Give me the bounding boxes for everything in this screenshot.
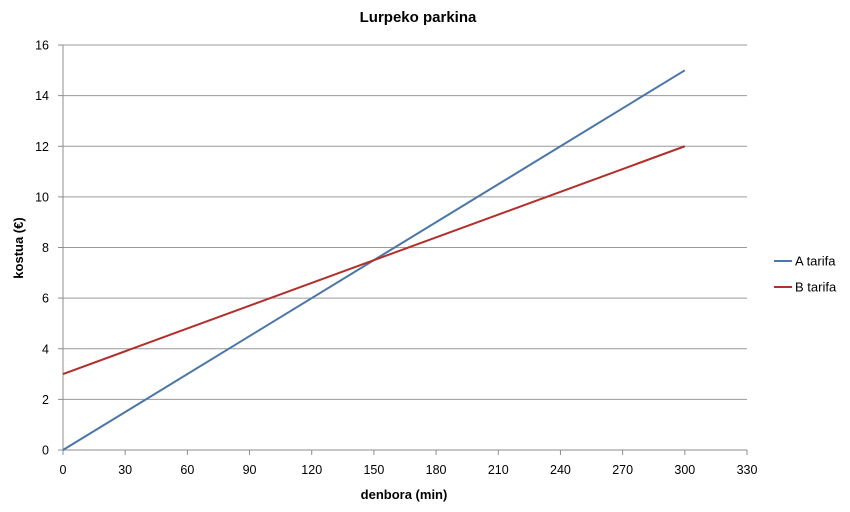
series-lines [62,69,686,451]
axes [58,44,748,455]
legend: A tarifa B tarifa [774,254,837,295]
legend-label: B tarifa [795,280,837,295]
x-tick-label: 330 [737,463,758,477]
y-tick-label: 4 [42,342,49,356]
y-axis-title: kostua (€) [11,217,26,278]
y-tick-label: 2 [42,393,49,407]
y-tick-label: 12 [35,140,49,154]
y-tick-label: 16 [35,39,49,53]
x-tick-label: 180 [426,463,447,477]
y-tick-label: 8 [42,241,49,255]
tick-labels: 0 2 4 6 8 10 12 14 16 0 30 60 90 120 150 180 210 240 270 30… [35,39,757,478]
y-tick-label: 14 [35,89,49,103]
x-tick-label: 90 [243,463,257,477]
x-tick-label: 120 [301,463,322,477]
gridlines [63,44,747,400]
x-tick-label: 150 [363,463,384,477]
x-tick-label: 300 [674,463,695,477]
x-tick-label: 210 [488,463,509,477]
legend-label: A tarifa [795,254,836,269]
y-tick-label: 0 [42,444,49,458]
x-tick-label: 60 [180,463,194,477]
x-tick-label: 240 [550,463,571,477]
y-tick-label: 10 [35,190,49,204]
x-tick-label: 30 [118,463,132,477]
x-tick-label: 0 [60,463,67,477]
x-axis-title: denbora (min) [361,487,448,502]
chart-title: Lurpeko parkina [360,9,477,26]
series-line-b-tarifa [62,145,686,376]
x-tick-label: 270 [612,463,633,477]
y-tick-label: 6 [42,292,49,306]
